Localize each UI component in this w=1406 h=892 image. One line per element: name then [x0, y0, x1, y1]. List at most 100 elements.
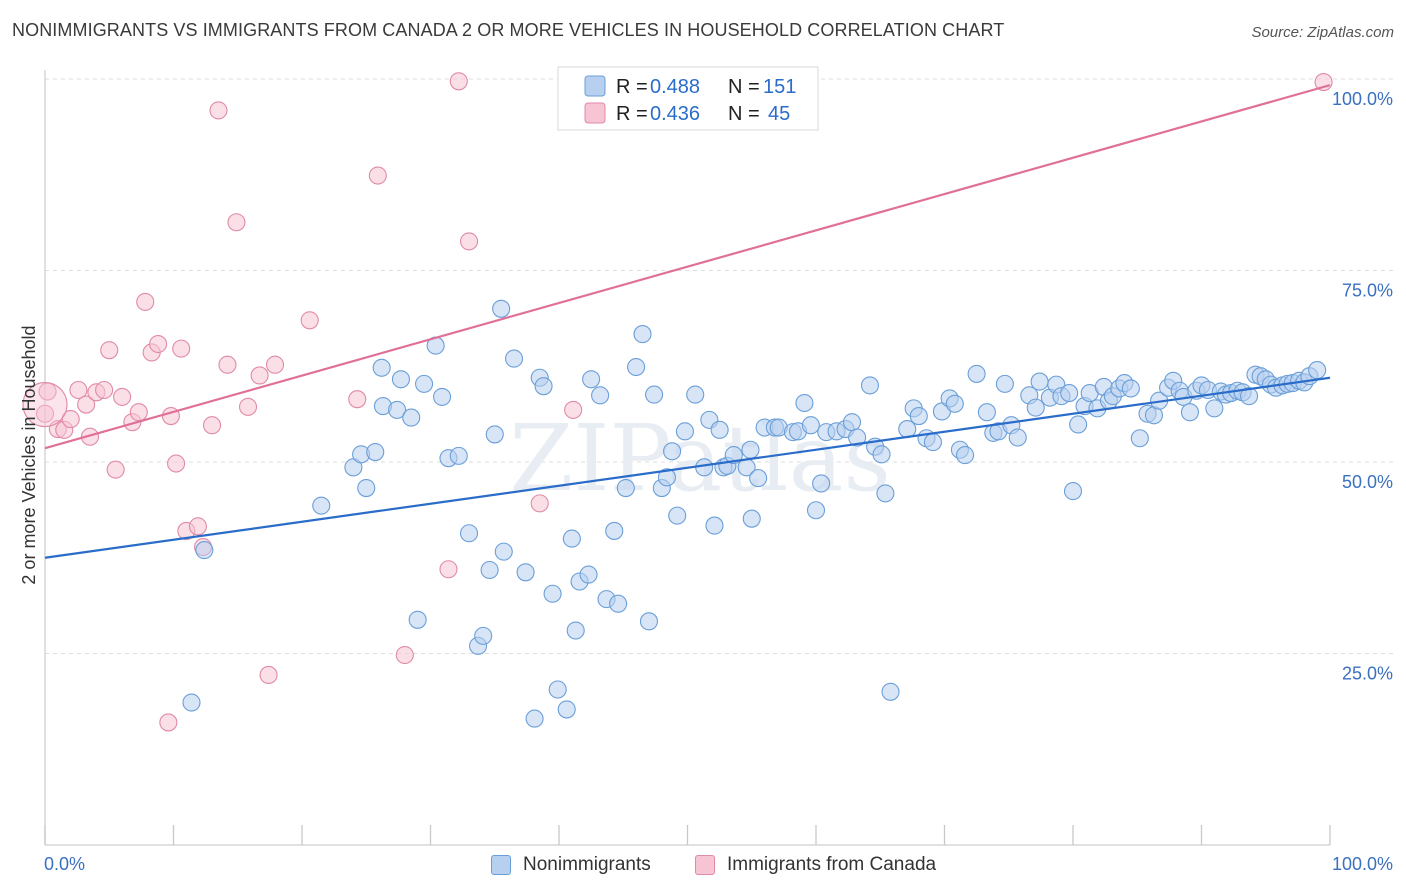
nonimmigrants-point-63: [749, 469, 768, 488]
nonimmigrants-point-41: [609, 594, 628, 613]
immigrants-point-26: [209, 101, 228, 120]
immigrants-point-6: [77, 395, 96, 414]
nonimmigrants-point-32: [557, 700, 576, 719]
nonimmigrants-point-117: [1121, 379, 1140, 398]
nonimmigrants-point-17: [449, 446, 468, 465]
legend-swatch-pink: [584, 102, 606, 124]
nonimmigrants-point-82: [881, 682, 900, 701]
immigrants-point-0: [35, 404, 55, 423]
immigrants-point-40: [530, 494, 549, 513]
nonimmigrants-point-51: [675, 422, 694, 441]
immigrants-point-17: [149, 334, 168, 354]
nonimmigrants-point-11: [402, 408, 421, 427]
immigrants-point-20: [167, 454, 186, 473]
nonimmigrants-point-93: [967, 364, 986, 383]
immigrants-point-33: [300, 311, 319, 330]
nonimmigrants-point-97: [995, 374, 1014, 393]
nonimmigrants-point-80: [872, 445, 891, 464]
nonimmigrants-point-72: [812, 474, 831, 493]
bottom-legend-swatch-blue: [491, 855, 511, 875]
nonimmigrants-point-77: [848, 428, 867, 447]
y-tick-label-1: 50.0%: [1342, 472, 1393, 492]
nonimmigrants-point-40: [605, 521, 624, 540]
nonimmigrants-point-22: [485, 425, 504, 444]
nonimmigrants-point-118: [1130, 429, 1149, 448]
y-tick-label-2: 75.0%: [1342, 281, 1393, 301]
nonimmigrants-point-102: [1030, 372, 1049, 391]
legend-r-label-2: R =: [616, 103, 648, 125]
nonimmigrants-point-136: [1239, 387, 1259, 406]
nonimmigrants-point-34: [566, 621, 585, 640]
immigrants-point-21: [172, 339, 191, 358]
immigrants-point-7: [80, 427, 100, 446]
y-tick-label-3: 100.0%: [1332, 89, 1393, 109]
nonimmigrants-point-23: [492, 299, 511, 318]
legend-r-label-1: R =: [616, 76, 648, 98]
nonimmigrants-point-30: [543, 584, 562, 603]
nonimmigrants-point-101: [1026, 398, 1045, 417]
nonimmigrants-point-78: [860, 376, 880, 395]
nonimmigrants-point-7: [372, 358, 391, 377]
nonimmigrants-point-33: [562, 529, 581, 548]
immigrants-point-32: [265, 355, 285, 374]
immigrants-point-31: [259, 665, 278, 684]
immigrants-point-41: [564, 400, 583, 419]
immigrants-trend-line: [44, 84, 1331, 450]
immigrants-point-44: [22, 381, 68, 428]
grid-lines: [45, 78, 1395, 654]
nonimmigrants-point-76: [842, 413, 862, 432]
nonimmigrants-point-10: [391, 370, 410, 389]
nonimmigrants-point-107: [1063, 482, 1083, 501]
immigrants-point-28: [227, 213, 246, 232]
immigrants-point-5: [69, 380, 88, 400]
nonimmigrants-point-49: [663, 442, 682, 461]
immigrants-point-37: [439, 560, 458, 579]
bottom-legend-immigrants: Immigrants from Canada: [695, 854, 936, 876]
chart-title: NONIMMIGRANTS VS IMMIGRANTS FROM CANADA …: [12, 20, 1005, 40]
nonimmigrants-point-94: [977, 403, 996, 422]
axes: [44, 70, 1331, 846]
legend: R = 0.488 N = 151 R = 0.436 N = 45: [557, 66, 819, 131]
nonimmigrants-point-1: [195, 541, 214, 560]
legend-n-label-1: N =: [728, 76, 760, 98]
nonimmigrants-point-69: [795, 393, 814, 413]
immigrants-point-29: [238, 397, 258, 416]
immigrants-point-25: [203, 416, 222, 435]
nonimmigrants-point-55: [705, 516, 724, 535]
nonimmigrants-point-25: [504, 349, 524, 368]
nonimmigrants-point-106: [1060, 384, 1079, 403]
nonimmigrants-point-37: [582, 370, 601, 389]
nonimmigrants-point-71: [806, 501, 826, 520]
nonimmigrants-point-31: [548, 680, 567, 699]
immigrants-point-34: [348, 390, 367, 409]
immigrants-point-15: [136, 292, 155, 311]
immigrants-point-9: [95, 380, 114, 400]
nonimmigrants-point-6: [366, 442, 385, 462]
immigrants-point-12: [113, 387, 132, 406]
nonimmigrants-point-5: [357, 478, 376, 498]
nonimmigrants-point-50: [668, 506, 687, 525]
y-axis-label: 2 or more Vehicles in Household: [19, 325, 39, 584]
immigrants-series: [22, 72, 1333, 732]
nonimmigrants-point-45: [639, 612, 659, 631]
bottom-legend: Nonimmigrants Immigrants from Canada: [0, 850, 1406, 880]
nonimmigrants-point-42: [616, 478, 635, 498]
nonimmigrants-point-43: [627, 357, 646, 377]
nonimmigrants-point-0: [182, 693, 201, 712]
nonimmigrants-point-56: [710, 420, 729, 439]
x-tick-label-1: 100.0%: [1332, 854, 1393, 874]
nonimmigrants-point-148: [1308, 361, 1327, 380]
legend-n-value-1: 151: [763, 76, 796, 98]
nonimmigrants-point-126: [1180, 403, 1199, 422]
nonimmigrants-series: [182, 299, 1327, 728]
nonimmigrants-point-46: [645, 385, 664, 404]
immigrants-point-30: [250, 366, 269, 385]
bottom-legend-label-1: Nonimmigrants: [523, 854, 651, 875]
nonimmigrants-point-59: [724, 446, 743, 465]
immigrants-point-35: [368, 166, 387, 185]
nonimmigrants-point-130: [1205, 399, 1224, 418]
nonimmigrants-point-61: [741, 440, 760, 459]
nonimmigrants-point-108: [1069, 415, 1088, 434]
nonimmigrants-point-44: [633, 325, 652, 344]
nonimmigrants-point-87: [923, 433, 942, 452]
